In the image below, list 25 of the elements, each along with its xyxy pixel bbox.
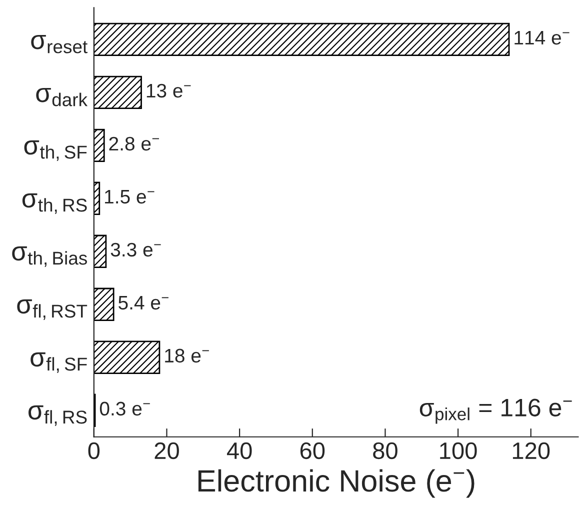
y-tick-label: σ$_{fl,SF}$ [30, 352, 87, 373]
data-label: 18 e$^{−}$ [165, 348, 209, 363]
y-tick-label: σ$_{reset}$ [31, 34, 88, 54]
y-tick-label: σ$_{fl,RST}$ [17, 299, 88, 320]
data-label: 3.3 e$^{−}$ [110, 242, 161, 257]
data-label: 114 e$^{−}$ [514, 31, 570, 45]
y-tick-label: σ$_{th,RS}$ [22, 193, 87, 214]
x-axis-title: Electronic Noise (e$^{−}$) [198, 469, 474, 498]
x-tick-label: 60 [300, 442, 325, 460]
y-tick-label: σ$_{dark}$ [36, 88, 88, 106]
x-tick-label: 40 [226, 442, 252, 460]
data-label: 0.3 e$^{−}$ [100, 402, 150, 416]
y-tick-label: σ$_{th,Bias}$ [12, 246, 87, 267]
data-label: 2.8 e$^{−}$ [109, 136, 159, 151]
x-tick-label: 0 [88, 442, 100, 460]
data-label: 5.4 e$^{−}$ [118, 296, 168, 310]
x-tick-label: 120 [512, 442, 550, 460]
y-tick-label: σ$_{fl,RS}$ [28, 405, 87, 426]
data-label: 1.5 e$^{−}$ [105, 190, 154, 204]
x-tick-label: 100 [440, 442, 477, 460]
x-tick-label: 20 [154, 442, 179, 460]
y-tick-label: σ$_{th,SF}$ [24, 140, 87, 161]
x-tick-label: 80 [373, 442, 398, 460]
annotation: σ$_{pixel}$ = 116 e$^{−}$ [420, 398, 572, 424]
data-label: 13 e$^{−}$ [146, 84, 191, 98]
